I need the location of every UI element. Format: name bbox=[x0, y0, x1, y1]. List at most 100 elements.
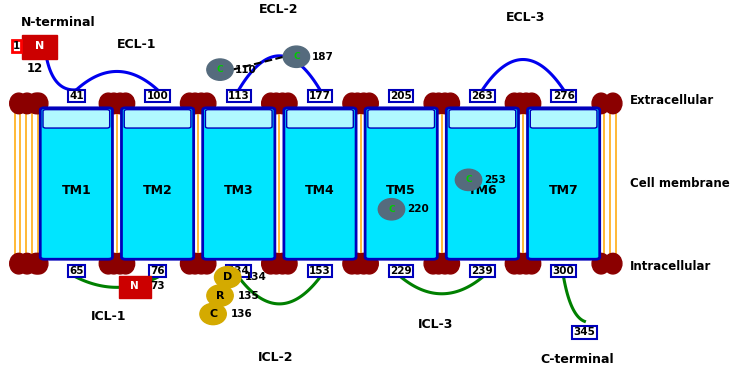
Text: 177: 177 bbox=[309, 91, 331, 101]
Text: 113: 113 bbox=[228, 91, 249, 101]
Ellipse shape bbox=[27, 93, 45, 114]
Ellipse shape bbox=[262, 253, 280, 274]
Ellipse shape bbox=[180, 93, 199, 114]
Ellipse shape bbox=[180, 253, 199, 274]
Ellipse shape bbox=[360, 253, 378, 274]
Text: 263: 263 bbox=[471, 91, 493, 101]
Text: C-terminal: C-terminal bbox=[541, 353, 614, 365]
Text: 134: 134 bbox=[228, 266, 250, 276]
Ellipse shape bbox=[10, 253, 27, 274]
FancyBboxPatch shape bbox=[40, 108, 113, 259]
Ellipse shape bbox=[99, 253, 117, 274]
FancyBboxPatch shape bbox=[286, 110, 353, 128]
Text: TM1: TM1 bbox=[62, 184, 91, 197]
Ellipse shape bbox=[192, 253, 210, 274]
Text: ECL-1: ECL-1 bbox=[117, 38, 157, 51]
Ellipse shape bbox=[262, 93, 280, 114]
Ellipse shape bbox=[505, 253, 523, 274]
Text: TM7: TM7 bbox=[549, 184, 579, 197]
FancyBboxPatch shape bbox=[284, 108, 356, 259]
Ellipse shape bbox=[456, 169, 482, 191]
Ellipse shape bbox=[430, 93, 447, 114]
Text: 276: 276 bbox=[553, 91, 574, 101]
Text: 134: 134 bbox=[245, 272, 267, 282]
Ellipse shape bbox=[105, 253, 123, 274]
Text: TM2: TM2 bbox=[142, 184, 172, 197]
Ellipse shape bbox=[505, 93, 523, 114]
Ellipse shape bbox=[430, 253, 447, 274]
Ellipse shape bbox=[436, 93, 454, 114]
Text: 136: 136 bbox=[231, 309, 252, 319]
Text: ICL-1: ICL-1 bbox=[91, 310, 127, 323]
Ellipse shape bbox=[355, 93, 372, 114]
Ellipse shape bbox=[10, 93, 27, 114]
Text: 253: 253 bbox=[484, 175, 505, 185]
FancyBboxPatch shape bbox=[531, 110, 597, 128]
Ellipse shape bbox=[116, 253, 134, 274]
Ellipse shape bbox=[343, 253, 361, 274]
Text: TM6: TM6 bbox=[467, 184, 497, 197]
Ellipse shape bbox=[604, 253, 622, 274]
Ellipse shape bbox=[267, 253, 285, 274]
Ellipse shape bbox=[343, 93, 361, 114]
Text: 229: 229 bbox=[390, 266, 412, 276]
Text: Cell membrane: Cell membrane bbox=[629, 177, 729, 190]
Text: 100: 100 bbox=[147, 91, 168, 101]
Text: C: C bbox=[217, 65, 223, 74]
Ellipse shape bbox=[441, 253, 459, 274]
Text: TM3: TM3 bbox=[224, 184, 254, 197]
Ellipse shape bbox=[349, 93, 367, 114]
Text: TM4: TM4 bbox=[305, 184, 335, 197]
Ellipse shape bbox=[274, 253, 292, 274]
Ellipse shape bbox=[186, 253, 204, 274]
Ellipse shape bbox=[510, 253, 529, 274]
Ellipse shape bbox=[214, 267, 241, 288]
FancyBboxPatch shape bbox=[446, 108, 519, 259]
FancyBboxPatch shape bbox=[206, 110, 272, 128]
Text: C: C bbox=[388, 205, 395, 214]
Text: 12: 12 bbox=[27, 62, 43, 75]
Text: 300: 300 bbox=[553, 266, 574, 276]
Text: 187: 187 bbox=[312, 52, 333, 62]
Text: ICL-3: ICL-3 bbox=[418, 318, 453, 331]
Text: C: C bbox=[465, 175, 472, 184]
Ellipse shape bbox=[111, 253, 129, 274]
FancyBboxPatch shape bbox=[122, 108, 194, 259]
Ellipse shape bbox=[436, 253, 454, 274]
Text: N: N bbox=[131, 281, 139, 291]
FancyBboxPatch shape bbox=[528, 108, 600, 259]
Text: D: D bbox=[223, 272, 232, 282]
Text: N: N bbox=[35, 41, 45, 51]
Text: ECL-3: ECL-3 bbox=[506, 11, 545, 24]
Ellipse shape bbox=[198, 253, 216, 274]
FancyBboxPatch shape bbox=[119, 276, 151, 298]
Ellipse shape bbox=[592, 93, 610, 114]
Text: R: R bbox=[216, 291, 224, 300]
Ellipse shape bbox=[207, 59, 233, 80]
Text: 76: 76 bbox=[150, 266, 165, 276]
Ellipse shape bbox=[510, 93, 529, 114]
Ellipse shape bbox=[424, 253, 442, 274]
Ellipse shape bbox=[355, 253, 372, 274]
Text: 65: 65 bbox=[69, 266, 84, 276]
Ellipse shape bbox=[111, 93, 129, 114]
Ellipse shape bbox=[592, 253, 610, 274]
Ellipse shape bbox=[198, 93, 216, 114]
Ellipse shape bbox=[105, 93, 123, 114]
Text: 135: 135 bbox=[237, 291, 259, 300]
Ellipse shape bbox=[116, 93, 134, 114]
Text: Extracellular: Extracellular bbox=[629, 94, 714, 108]
Ellipse shape bbox=[192, 93, 210, 114]
Ellipse shape bbox=[349, 253, 367, 274]
Ellipse shape bbox=[27, 253, 45, 274]
Text: 220: 220 bbox=[407, 204, 428, 214]
Ellipse shape bbox=[18, 253, 36, 274]
Text: 205: 205 bbox=[390, 91, 412, 101]
FancyBboxPatch shape bbox=[365, 108, 437, 259]
Text: C: C bbox=[293, 52, 300, 61]
Ellipse shape bbox=[517, 253, 535, 274]
Text: 345: 345 bbox=[574, 327, 595, 337]
Text: 239: 239 bbox=[472, 266, 493, 276]
Ellipse shape bbox=[267, 93, 285, 114]
Ellipse shape bbox=[274, 93, 292, 114]
